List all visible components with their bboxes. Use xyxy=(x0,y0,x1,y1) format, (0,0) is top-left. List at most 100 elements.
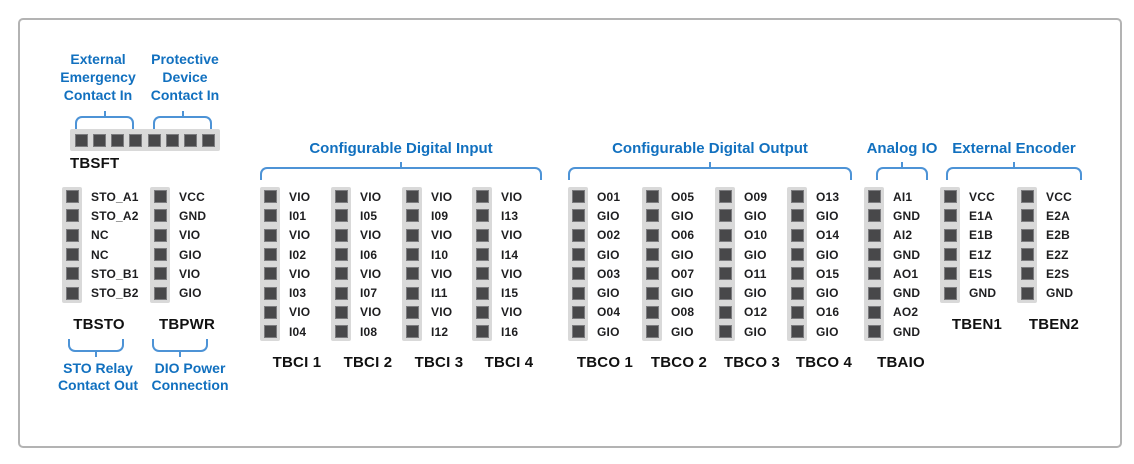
pin-square-cell xyxy=(787,225,807,245)
label-line: Protective xyxy=(151,51,219,67)
pin-label: STO_A1 xyxy=(91,189,139,204)
pin-square-icon xyxy=(1020,286,1034,300)
pin-label: I09 xyxy=(431,208,449,223)
pin-row: GND xyxy=(864,244,938,265)
pin-square-cell xyxy=(568,206,588,226)
pin-square-cell xyxy=(568,302,588,323)
pin-square-icon xyxy=(571,286,585,300)
pin-square-icon xyxy=(263,267,277,281)
pin-square-icon xyxy=(334,190,348,204)
pin-row: AI1 xyxy=(864,187,938,207)
analog-io-title: Analog IO xyxy=(866,140,938,157)
pin-square-icon xyxy=(867,248,881,262)
pin-square-cell xyxy=(787,322,807,342)
pin-square-cell xyxy=(864,283,884,303)
terminal-block-tbpwr: VCC GND VIO GIO VIO GIO TBPWR xyxy=(150,187,224,333)
pin-square-cell xyxy=(150,225,170,245)
pin-square-icon xyxy=(645,228,659,242)
pin-square-cell xyxy=(940,264,960,284)
pin-square-cell xyxy=(260,283,280,303)
pin-square-cell xyxy=(402,264,422,284)
pin-row: GIO xyxy=(642,283,716,303)
pin-label: O04 xyxy=(597,305,621,320)
pin-square-cell xyxy=(715,244,735,265)
pin-square-cell xyxy=(472,244,492,265)
pin-square-icon xyxy=(718,248,732,262)
diagram-frame: TBSFT External Emergency Contact In Protect… xyxy=(18,18,1122,448)
pin-row: GIO xyxy=(568,244,642,265)
pin-row: GIO xyxy=(787,244,861,265)
pin-square-cell xyxy=(940,206,960,226)
pin-square-icon xyxy=(645,286,659,300)
pin-strip-tbsto: STO_A1 STO_A2 NC NC STO_B1 STO_B2 xyxy=(62,187,139,303)
pin-row: I02 xyxy=(260,244,334,265)
block-name-tbaio: TBAIO xyxy=(877,354,925,372)
pin-strip-tbco-2: O05 GIO O06 GIO O07 GIO O08 GIO xyxy=(642,187,716,342)
pin-square-cell xyxy=(787,264,807,284)
pin-row: VIO xyxy=(331,187,405,207)
pin-square-cell xyxy=(150,206,170,226)
pin-label: I10 xyxy=(431,247,449,262)
pin-row: VIO xyxy=(472,225,546,245)
terminal-block-tbco-3: O09 GIO O10 GIO O11 GIO O12 GIO TBCO 3 xyxy=(715,187,789,371)
pin-square-cell xyxy=(642,264,662,284)
pin-square-cell xyxy=(787,187,807,207)
pin-square-icon xyxy=(1020,190,1034,204)
block-name-tbco-3: TBCO 3 xyxy=(723,354,781,372)
pin-square-cell xyxy=(62,225,82,245)
pin-square-cell xyxy=(402,244,422,265)
pin-label: GIO xyxy=(597,286,620,301)
external-emergency-bracket xyxy=(75,111,134,129)
pin-strip-tben1: VCC E1A E1B E1Z E1S GND xyxy=(940,187,1014,303)
pin-label: E2B xyxy=(1046,228,1070,243)
pin-label: O09 xyxy=(744,189,768,204)
pin-square-cell xyxy=(715,206,735,226)
pin-strip-tbci-2: VIO I05 VIO I06 VIO I07 VIO I08 xyxy=(331,187,405,342)
protective-device-contact-in-label: Protective Device Contact In xyxy=(120,50,250,104)
pin-square-icon xyxy=(75,133,88,147)
pin-label: GND xyxy=(969,286,997,301)
pin-row: I01 xyxy=(260,206,334,226)
pin-square-cell xyxy=(642,206,662,226)
pin-row: GND xyxy=(864,322,938,342)
pin-square-cell xyxy=(62,206,82,226)
pin-strip-tbci-1: VIO I01 VIO I02 VIO I03 VIO I04 xyxy=(260,187,334,342)
pin-square-cell xyxy=(715,187,735,207)
block-name-tbci-1: TBCI 1 xyxy=(272,354,322,372)
pin-row: O01 xyxy=(568,187,642,207)
block-name-tbsft: TBSFT xyxy=(70,155,120,172)
pin-label: O06 xyxy=(671,228,695,243)
pin-label: I15 xyxy=(501,286,519,301)
pin-label: VIO xyxy=(501,228,523,243)
terminal-block-tben1: VCC E1A E1B E1Z E1S GND TBEN1 xyxy=(940,187,1014,333)
pin-square-icon xyxy=(1020,228,1034,242)
pin-square-cell xyxy=(331,206,351,226)
pin-label: O08 xyxy=(671,305,695,320)
pin-row: VIO xyxy=(331,264,405,284)
pin-square-cell xyxy=(1017,187,1037,207)
pin-square-cell xyxy=(260,264,280,284)
terminal-block-tbci-2: VIO I05 VIO I06 VIO I07 VIO I08 TBCI 2 xyxy=(331,187,405,371)
pin-label: O16 xyxy=(816,305,840,320)
pin-row: VIO xyxy=(331,302,405,323)
block-name-tbci-4: TBCI 4 xyxy=(484,354,534,372)
pin-square-icon xyxy=(571,209,585,223)
pin-label: AI1 xyxy=(893,189,913,204)
pin-strip-tbco-4: O13 GIO O14 GIO O15 GIO O16 GIO xyxy=(787,187,861,342)
pin-label: STO_A2 xyxy=(91,208,139,223)
pin-square-icon xyxy=(405,209,419,223)
pin-row: E2S xyxy=(1017,264,1091,284)
pin-square-icon xyxy=(571,267,585,281)
pin-row: I06 xyxy=(331,244,405,265)
pin-label: VIO xyxy=(431,266,453,281)
pin-square-icon xyxy=(334,248,348,262)
pin-square-icon xyxy=(645,209,659,223)
pin-row: GIO xyxy=(642,322,716,342)
pin-label: STO_B1 xyxy=(91,266,139,281)
pin-label: O11 xyxy=(744,266,767,281)
pin-square-cell xyxy=(62,264,82,284)
pin-square-icon xyxy=(65,228,79,242)
pin-square-icon xyxy=(943,228,957,242)
pin-row: GIO xyxy=(642,206,716,226)
pin-square-cell xyxy=(260,187,280,207)
